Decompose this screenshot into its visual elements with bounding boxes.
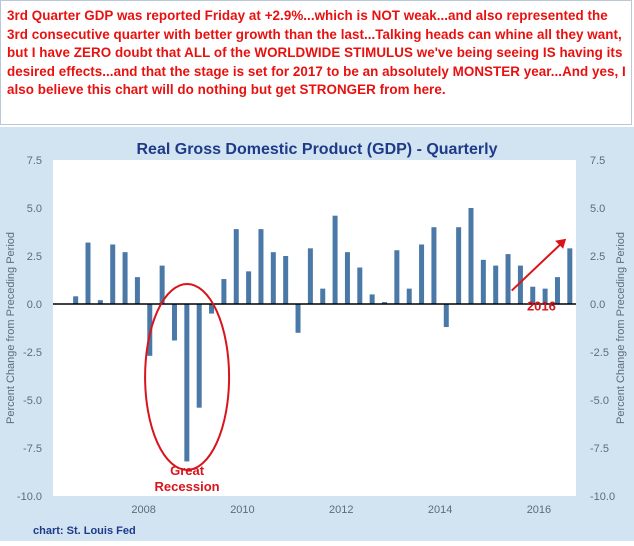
y-tick-right: -2.5 <box>590 347 609 359</box>
bar <box>468 208 474 304</box>
y-tick-left: 0.0 <box>27 299 42 311</box>
bar <box>184 304 190 462</box>
y-tick-right: 5.0 <box>590 203 605 215</box>
bar <box>344 252 350 304</box>
chart-panel: Real Gross Domestic Product (GDP) - Quar… <box>0 127 634 541</box>
y-tick-left: -10.0 <box>17 491 42 503</box>
x-tick-label: 2008 <box>131 504 155 516</box>
bar <box>320 288 326 304</box>
bar <box>159 265 165 304</box>
bar <box>419 244 425 304</box>
y-tick-left: 7.5 <box>27 155 42 167</box>
y-tick-right: -7.5 <box>590 443 609 455</box>
bar <box>258 229 264 304</box>
chart-title: Real Gross Domestic Product (GDP) - Quar… <box>137 141 498 158</box>
headline-box: 3rd Quarter GDP was reported Friday at +… <box>0 0 632 125</box>
x-tick-label: 2014 <box>428 504 452 516</box>
bar <box>283 256 289 304</box>
bar <box>394 250 400 304</box>
bar <box>221 279 227 304</box>
bar <box>134 277 140 304</box>
bar <box>431 227 437 304</box>
bar <box>517 265 523 304</box>
bar <box>382 302 388 304</box>
bar <box>233 229 239 304</box>
bar <box>295 304 301 333</box>
x-tick-label: 2010 <box>230 504 254 516</box>
headline-text: 3rd Quarter GDP was reported Friday at +… <box>7 8 626 98</box>
bar <box>554 277 560 304</box>
bar <box>493 265 499 304</box>
bar <box>246 271 252 304</box>
bar <box>270 252 276 304</box>
bar <box>85 242 91 304</box>
recession-circle <box>144 282 231 471</box>
bar <box>97 300 103 304</box>
plot-area <box>53 160 576 496</box>
y-axis-label-right: Percent Change from Preceding Period <box>615 232 627 424</box>
bar <box>567 248 573 304</box>
y-tick-right: 0.0 <box>590 299 605 311</box>
y-tick-right: -5.0 <box>590 395 609 407</box>
recession-label: Great Recession <box>155 463 220 494</box>
source-label: chart: St. Louis Fed <box>33 525 136 537</box>
bar <box>196 304 202 408</box>
bar <box>369 294 375 304</box>
y-tick-right: -10.0 <box>590 491 615 503</box>
year-2016-label: 2016 <box>527 299 556 314</box>
bar <box>505 254 511 304</box>
y-tick-left: -7.5 <box>23 443 42 455</box>
bar <box>406 288 412 304</box>
gdp-chart: Real Gross Domestic Product (GDP) - Quar… <box>5 141 627 537</box>
x-tick-label: 2012 <box>329 504 353 516</box>
bar <box>480 259 486 304</box>
bar <box>171 304 177 341</box>
bar <box>530 286 536 304</box>
y-tick-left: 2.5 <box>27 251 42 263</box>
bar <box>122 252 128 304</box>
y-tick-right: 2.5 <box>590 251 605 263</box>
bar <box>357 267 363 304</box>
bar <box>443 304 449 328</box>
bar <box>332 215 338 304</box>
y-axis-label-left: Percent Change from Preceding Period <box>5 232 17 424</box>
bar <box>542 288 548 304</box>
x-tick-label: 2016 <box>527 504 551 516</box>
bar <box>456 227 462 304</box>
y-tick-left: -5.0 <box>23 395 42 407</box>
trend-arrow-icon <box>511 241 563 292</box>
bar <box>307 248 313 304</box>
y-tick-left: -2.5 <box>23 347 42 359</box>
bar <box>209 304 215 314</box>
bar <box>110 244 116 304</box>
y-tick-left: 5.0 <box>27 203 42 215</box>
y-tick-right: 7.5 <box>590 155 605 167</box>
bar <box>73 296 79 304</box>
arrowhead-icon <box>555 238 567 249</box>
